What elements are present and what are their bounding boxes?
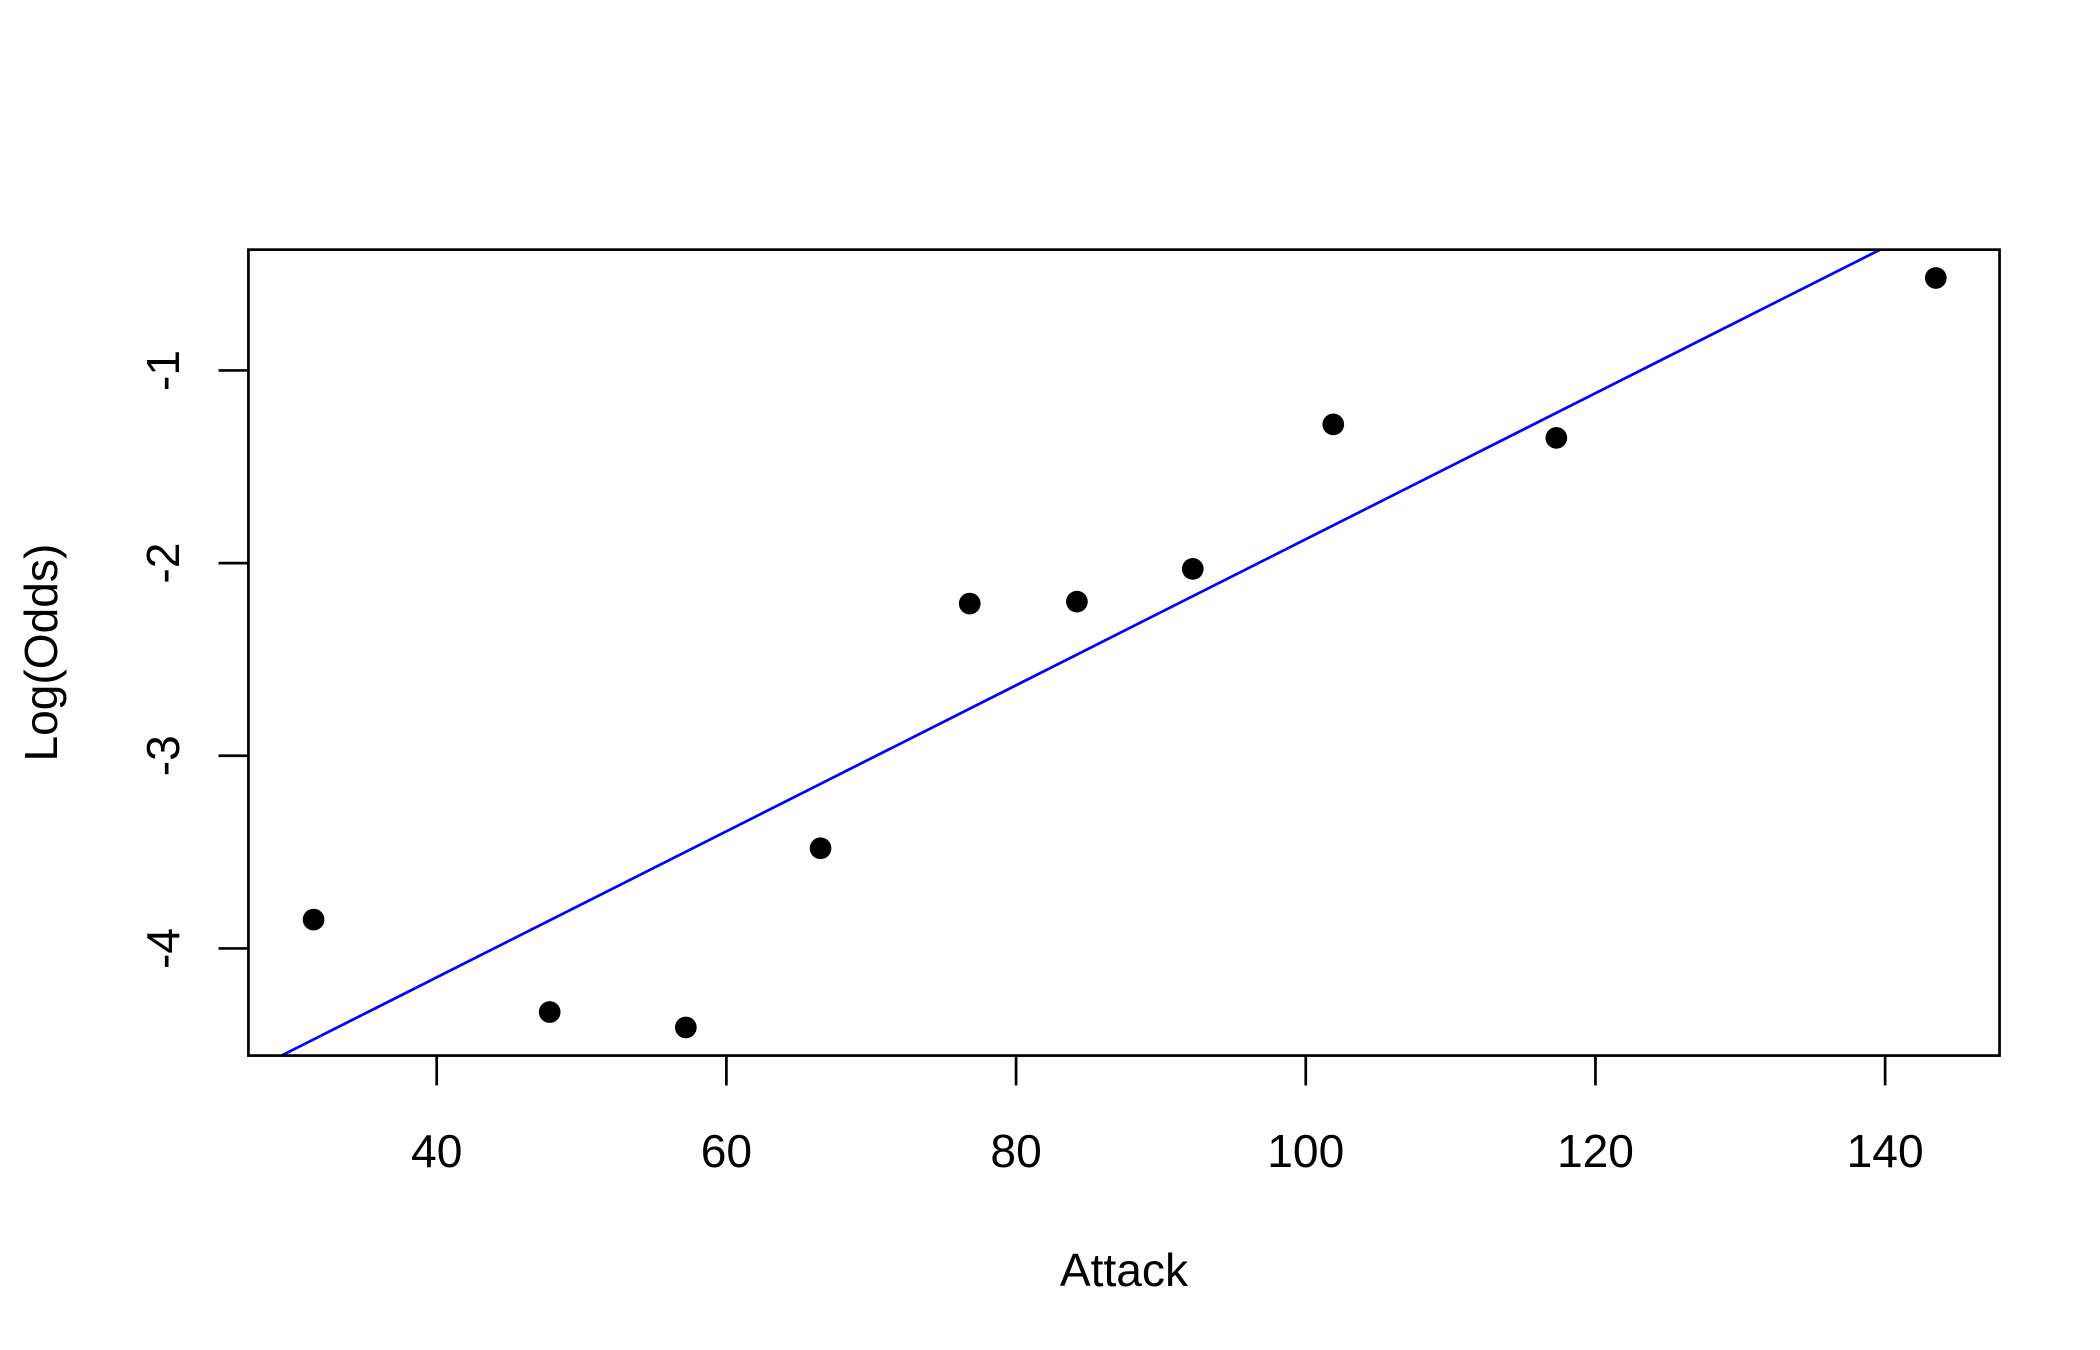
data-point [674, 1016, 697, 1039]
data-point [1924, 267, 1947, 289]
data-point [538, 1001, 561, 1023]
data-point [958, 592, 981, 615]
data-point [1066, 590, 1088, 613]
y-axis: -1 -2 -3 -4 [137, 350, 249, 969]
data-point [809, 837, 832, 860]
x-tick-label: 140 [1847, 1125, 1924, 1177]
data-point [1181, 558, 1204, 580]
y-tick-label: -1 [137, 350, 189, 391]
y-tick-label: -4 [137, 928, 189, 969]
x-tick-label: 100 [1267, 1125, 1344, 1177]
plot-frame [247, 248, 2001, 1057]
x-tick-label: 80 [990, 1125, 1041, 1177]
data-point [1545, 427, 1568, 449]
plot-area [280, 248, 1947, 1057]
y-tick-label: -3 [137, 735, 189, 776]
y-tick-label: -2 [137, 543, 189, 584]
x-tick-label: 60 [701, 1125, 752, 1177]
x-axis: 40 60 80 100 120 140 [411, 1055, 1924, 1177]
y-axis-label: Log(Odds) [15, 544, 67, 762]
data-point [302, 908, 325, 931]
regression-line [280, 248, 1881, 1057]
data-point [1322, 413, 1345, 436]
x-tick-label: 40 [411, 1125, 462, 1177]
x-axis-label: Attack [1060, 1244, 1189, 1296]
x-tick-label: 120 [1557, 1125, 1634, 1177]
